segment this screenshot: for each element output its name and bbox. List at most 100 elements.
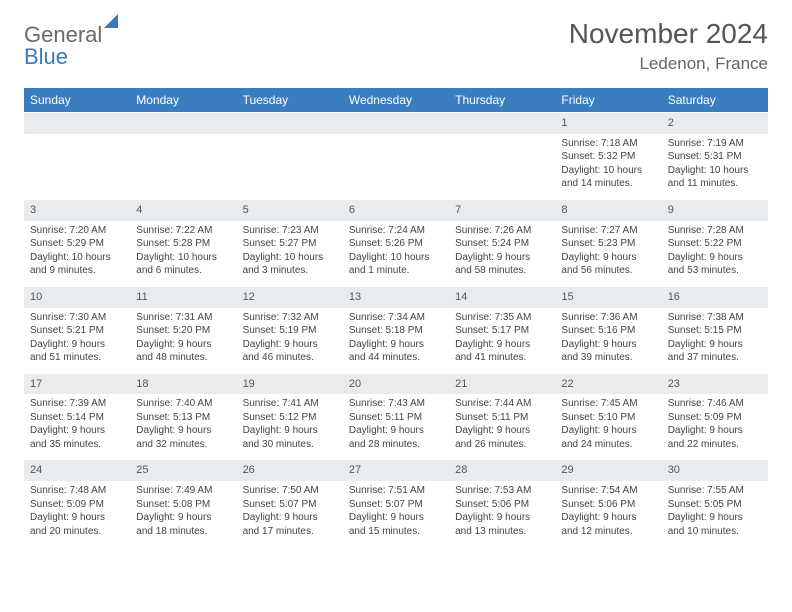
day-number: 15 <box>555 286 661 307</box>
day-info: Sunrise: 7:45 AMSunset: 5:10 PMDaylight:… <box>555 394 661 460</box>
col-header: Thursday <box>449 88 555 113</box>
daylight-line1: Daylight: 9 hours <box>455 251 549 265</box>
day-number: 27 <box>343 460 449 481</box>
day-number: 12 <box>237 286 343 307</box>
col-header: Sunday <box>24 88 130 113</box>
daylight-line1: Daylight: 9 hours <box>349 338 443 352</box>
sunrise-text: Sunrise: 7:27 AM <box>561 224 655 238</box>
calendar-body: 12 Sunrise: 7:18 AMSunset: 5:32 PMDaylig… <box>24 113 768 547</box>
sunrise-text: Sunrise: 7:39 AM <box>30 397 124 411</box>
sunrise-text: Sunrise: 7:43 AM <box>349 397 443 411</box>
daylight-line2: and 13 minutes. <box>455 525 549 539</box>
sunrise-text: Sunrise: 7:35 AM <box>455 311 549 325</box>
calendar-head: Sunday Monday Tuesday Wednesday Thursday… <box>24 88 768 113</box>
daylight-line2: and 56 minutes. <box>561 264 655 278</box>
daylight-line1: Daylight: 10 hours <box>349 251 443 265</box>
sunset-text: Sunset: 5:13 PM <box>136 411 230 425</box>
day-info: Sunrise: 7:20 AMSunset: 5:29 PMDaylight:… <box>24 221 130 287</box>
calendar-page: General Blue November 2024 Ledenon, Fran… <box>0 0 792 566</box>
daylight-line2: and 24 minutes. <box>561 438 655 452</box>
day-info: Sunrise: 7:51 AMSunset: 5:07 PMDaylight:… <box>343 481 449 546</box>
daylight-line1: Daylight: 9 hours <box>243 338 337 352</box>
sunset-text: Sunset: 5:12 PM <box>243 411 337 425</box>
day-number: 25 <box>130 460 236 481</box>
sunrise-text: Sunrise: 7:24 AM <box>349 224 443 238</box>
daylight-line2: and 10 minutes. <box>668 525 762 539</box>
day-info: Sunrise: 7:28 AMSunset: 5:22 PMDaylight:… <box>662 221 768 287</box>
sunrise-text: Sunrise: 7:23 AM <box>243 224 337 238</box>
sunrise-text: Sunrise: 7:30 AM <box>30 311 124 325</box>
day-info: Sunrise: 7:26 AMSunset: 5:24 PMDaylight:… <box>449 221 555 287</box>
daylight-line1: Daylight: 9 hours <box>668 424 762 438</box>
brand-part2: Blue <box>24 44 68 69</box>
daylight-line1: Daylight: 9 hours <box>668 511 762 525</box>
daylight-line1: Daylight: 10 hours <box>668 164 762 178</box>
sunrise-text: Sunrise: 7:51 AM <box>349 484 443 498</box>
day-number <box>130 113 236 134</box>
daylight-line2: and 32 minutes. <box>136 438 230 452</box>
daylight-line1: Daylight: 9 hours <box>561 511 655 525</box>
sunrise-text: Sunrise: 7:54 AM <box>561 484 655 498</box>
sunrise-text: Sunrise: 7:22 AM <box>136 224 230 238</box>
daylight-line2: and 46 minutes. <box>243 351 337 365</box>
daylight-line2: and 37 minutes. <box>668 351 762 365</box>
sunrise-text: Sunrise: 7:44 AM <box>455 397 549 411</box>
day-info-row: Sunrise: 7:20 AMSunset: 5:29 PMDaylight:… <box>24 221 768 287</box>
sunrise-text: Sunrise: 7:19 AM <box>668 137 762 151</box>
day-info <box>449 134 555 200</box>
daylight-line2: and 6 minutes. <box>136 264 230 278</box>
day-info: Sunrise: 7:43 AMSunset: 5:11 PMDaylight:… <box>343 394 449 460</box>
daylight-line2: and 22 minutes. <box>668 438 762 452</box>
day-number: 14 <box>449 286 555 307</box>
sunset-text: Sunset: 5:24 PM <box>455 237 549 251</box>
daylight-line1: Daylight: 10 hours <box>561 164 655 178</box>
header: General Blue November 2024 Ledenon, Fran… <box>24 18 768 74</box>
daylight-line1: Daylight: 10 hours <box>243 251 337 265</box>
daylight-line2: and 39 minutes. <box>561 351 655 365</box>
day-number: 3 <box>24 199 130 220</box>
sunrise-text: Sunrise: 7:36 AM <box>561 311 655 325</box>
sunrise-text: Sunrise: 7:49 AM <box>136 484 230 498</box>
page-title: November 2024 <box>569 18 768 50</box>
daylight-line2: and 35 minutes. <box>30 438 124 452</box>
sunset-text: Sunset: 5:09 PM <box>30 498 124 512</box>
daylight-line2: and 9 minutes. <box>30 264 124 278</box>
sunrise-text: Sunrise: 7:55 AM <box>668 484 762 498</box>
sunrise-text: Sunrise: 7:32 AM <box>243 311 337 325</box>
day-info: Sunrise: 7:48 AMSunset: 5:09 PMDaylight:… <box>24 481 130 546</box>
sunrise-text: Sunrise: 7:38 AM <box>668 311 762 325</box>
day-number: 4 <box>130 199 236 220</box>
day-number: 17 <box>24 373 130 394</box>
day-info <box>237 134 343 200</box>
day-number: 28 <box>449 460 555 481</box>
sunset-text: Sunset: 5:27 PM <box>243 237 337 251</box>
daylight-line2: and 18 minutes. <box>136 525 230 539</box>
sunset-text: Sunset: 5:10 PM <box>561 411 655 425</box>
sunset-text: Sunset: 5:21 PM <box>30 324 124 338</box>
sunset-text: Sunset: 5:28 PM <box>136 237 230 251</box>
sunset-text: Sunset: 5:14 PM <box>30 411 124 425</box>
day-info: Sunrise: 7:44 AMSunset: 5:11 PMDaylight:… <box>449 394 555 460</box>
daylight-line1: Daylight: 9 hours <box>455 338 549 352</box>
day-number-row: 3456789 <box>24 199 768 220</box>
sunset-text: Sunset: 5:31 PM <box>668 150 762 164</box>
day-number: 16 <box>662 286 768 307</box>
daylight-line2: and 3 minutes. <box>243 264 337 278</box>
sunset-text: Sunset: 5:26 PM <box>349 237 443 251</box>
sunrise-text: Sunrise: 7:34 AM <box>349 311 443 325</box>
sunrise-text: Sunrise: 7:46 AM <box>668 397 762 411</box>
sunrise-text: Sunrise: 7:28 AM <box>668 224 762 238</box>
day-number: 5 <box>237 199 343 220</box>
day-info: Sunrise: 7:23 AMSunset: 5:27 PMDaylight:… <box>237 221 343 287</box>
sunset-text: Sunset: 5:05 PM <box>668 498 762 512</box>
day-number <box>24 113 130 134</box>
day-number: 19 <box>237 373 343 394</box>
daylight-line1: Daylight: 9 hours <box>30 424 124 438</box>
day-info: Sunrise: 7:32 AMSunset: 5:19 PMDaylight:… <box>237 308 343 374</box>
sunset-text: Sunset: 5:22 PM <box>668 237 762 251</box>
day-number-row: 17181920212223 <box>24 373 768 394</box>
day-number: 24 <box>24 460 130 481</box>
sunset-text: Sunset: 5:06 PM <box>455 498 549 512</box>
col-header: Wednesday <box>343 88 449 113</box>
day-info-row: Sunrise: 7:48 AMSunset: 5:09 PMDaylight:… <box>24 481 768 546</box>
